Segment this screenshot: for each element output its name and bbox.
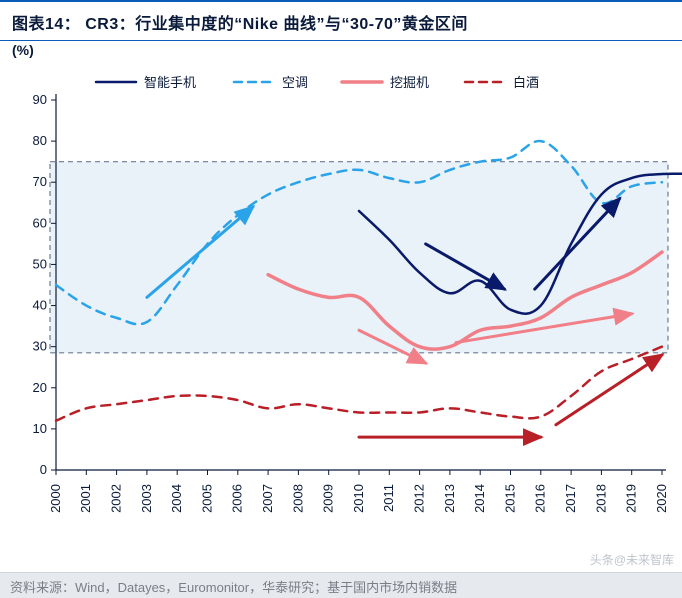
source-footer: 资料来源：Wind，Datayes，Euromonitor，华泰研究；基于国内市…: [0, 572, 682, 598]
chart-svg: 0 10 20 30 40 50 60 70 80 90 2000 2001 2002 2003 2004 2…: [0, 60, 682, 540]
svg-text:2015: 2015: [502, 484, 517, 513]
svg-text:2013: 2013: [442, 484, 457, 513]
svg-text:智能手机: 智能手机: [144, 75, 196, 90]
svg-text:2009: 2009: [321, 484, 336, 513]
svg-text:70: 70: [33, 174, 47, 189]
svg-text:2020: 2020: [654, 484, 669, 513]
svg-text:挖掘机: 挖掘机: [390, 75, 429, 90]
svg-text:30: 30: [33, 339, 47, 354]
svg-text:2010: 2010: [351, 484, 366, 513]
svg-text:2001: 2001: [78, 484, 93, 513]
watermark: 头条@未来智库: [590, 551, 674, 568]
svg-text:空调: 空调: [282, 75, 308, 90]
svg-text:2014: 2014: [472, 484, 487, 513]
svg-text:2003: 2003: [139, 484, 154, 513]
svg-text:10: 10: [33, 421, 47, 436]
svg-text:2018: 2018: [593, 484, 608, 513]
svg-text:2004: 2004: [169, 484, 184, 513]
svg-text:2002: 2002: [108, 484, 123, 513]
svg-text:2008: 2008: [290, 484, 305, 513]
svg-text:2007: 2007: [260, 484, 275, 513]
chart-area: 0 10 20 30 40 50 60 70 80 90 2000 2001 2002 2003 2004 2…: [0, 60, 682, 540]
svg-text:2017: 2017: [563, 484, 578, 513]
svg-text:2011: 2011: [381, 484, 396, 512]
svg-text:60: 60: [33, 215, 47, 230]
svg-text:2019: 2019: [624, 484, 639, 513]
svg-text:90: 90: [33, 92, 47, 107]
svg-text:白酒: 白酒: [513, 75, 539, 90]
svg-text:2016: 2016: [533, 484, 548, 513]
svg-text:20: 20: [33, 380, 47, 395]
chart-title: 图表14： CR3：行业集中度的“Nike 曲线”与“30-70”黄金区间: [0, 0, 682, 41]
svg-text:50: 50: [33, 256, 47, 271]
svg-text:2000: 2000: [48, 484, 63, 513]
figure-root: 图表14： CR3：行业集中度的“Nike 曲线”与“30-70”黄金区间 (%…: [0, 0, 682, 598]
y-axis-unit: (%): [12, 42, 34, 58]
svg-text:80: 80: [33, 133, 47, 148]
svg-text:2012: 2012: [412, 484, 427, 513]
svg-text:0: 0: [40, 462, 47, 477]
svg-text:2006: 2006: [230, 484, 245, 513]
svg-text:40: 40: [33, 298, 47, 313]
svg-text:2005: 2005: [199, 484, 214, 513]
